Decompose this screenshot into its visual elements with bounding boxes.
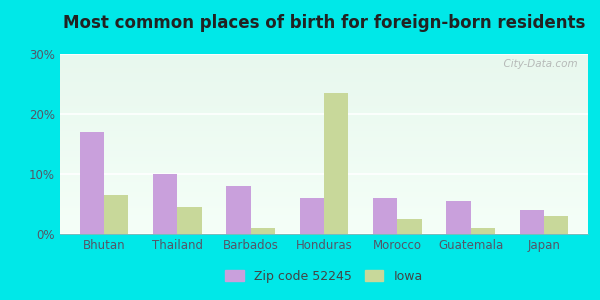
Bar (300, 198, 324, 234)
Bar (104, 195, 128, 234)
Legend: Zip code 52245, Iowa: Zip code 52245, Iowa (220, 265, 428, 288)
Bar (80, 132, 104, 234)
Bar (251, 228, 275, 234)
Bar (178, 207, 202, 234)
Bar (544, 216, 568, 234)
Text: City-Data.com: City-Data.com (497, 59, 577, 69)
Bar (153, 174, 178, 234)
Bar (397, 219, 422, 234)
Bar (470, 228, 495, 234)
Bar (324, 93, 348, 234)
Bar (446, 201, 470, 234)
Bar (226, 186, 251, 234)
Bar (373, 198, 397, 234)
Bar (520, 210, 544, 234)
Text: Most common places of birth for foreign-born residents: Most common places of birth for foreign-… (63, 14, 585, 32)
